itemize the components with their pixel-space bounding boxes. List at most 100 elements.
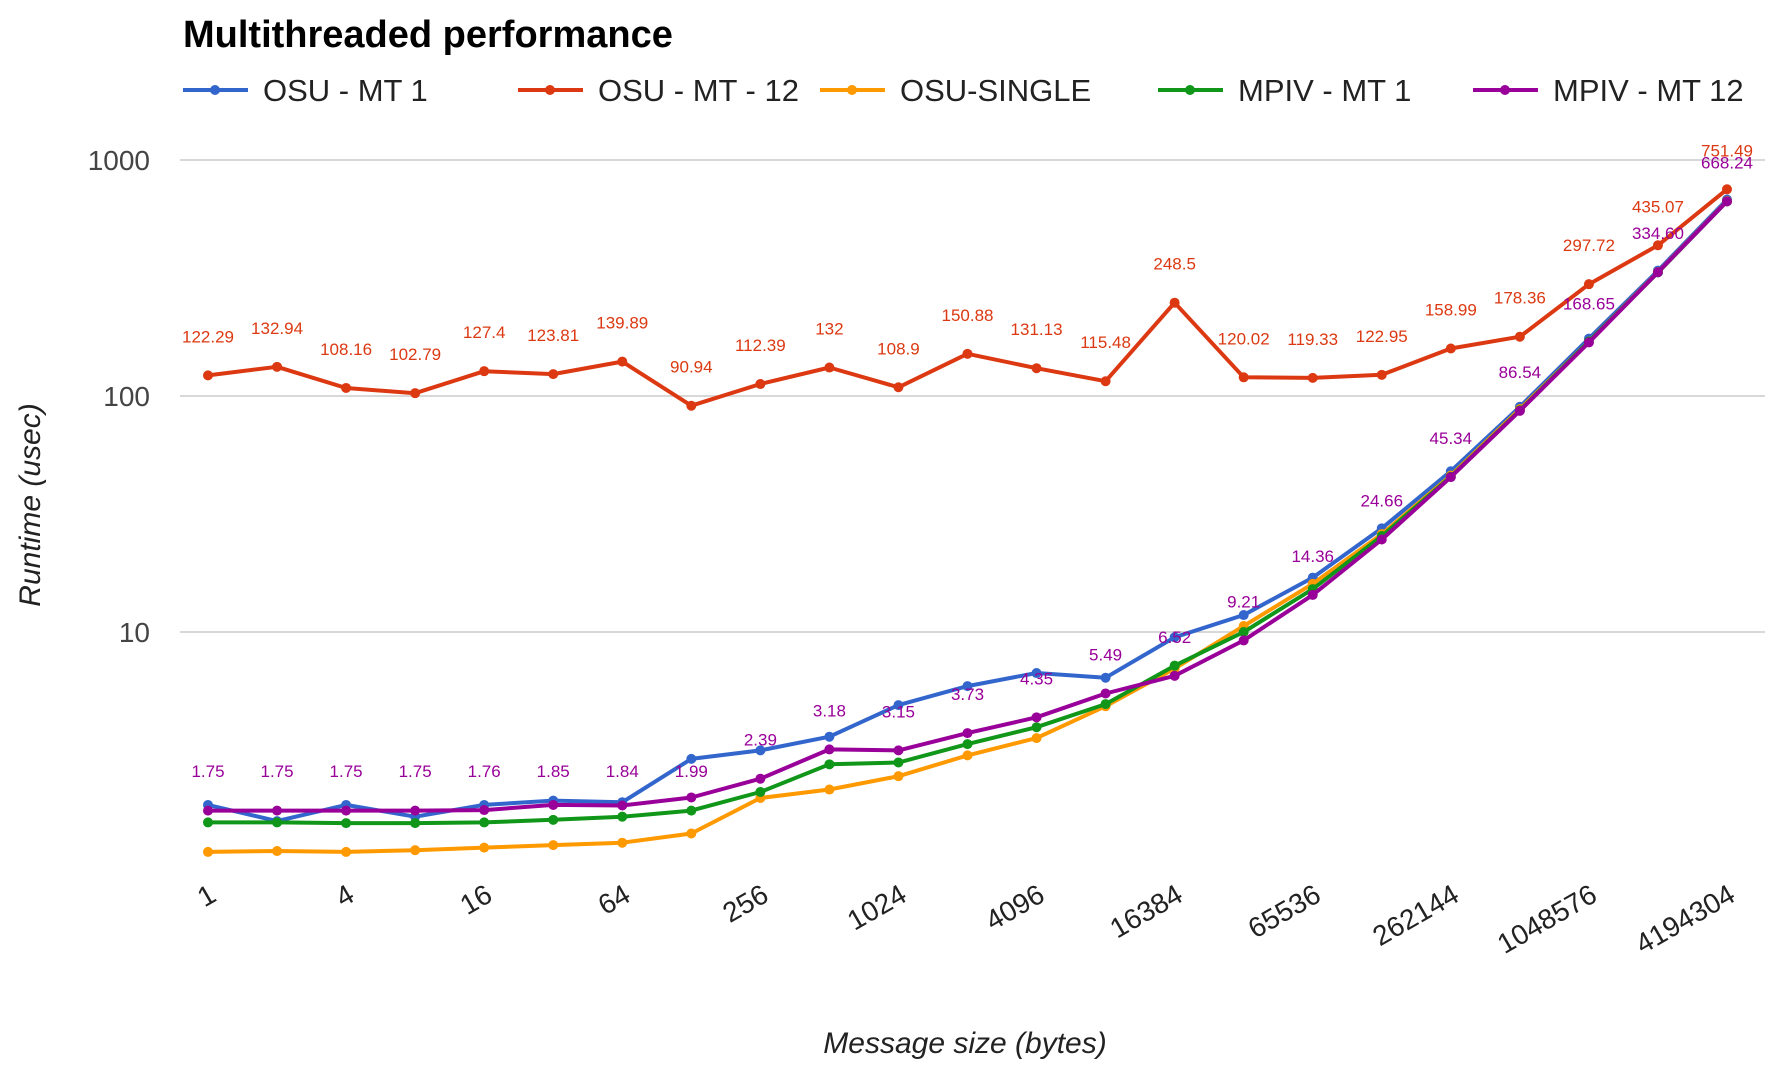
data-point [824,744,835,755]
data-point [410,805,421,816]
data-point [410,388,421,399]
data-label: 1.75 [399,762,432,781]
data-point [1169,670,1180,681]
data-point [410,818,421,829]
x-tick-label: 1024 [842,878,911,936]
data-point [893,757,904,768]
data-label: 668.24 [1701,153,1753,172]
legend-label: MPIV - MT 1 [1238,73,1411,108]
data-label: 127.4 [463,323,506,342]
data-label: 119.33 [1287,330,1338,349]
data-label: 158.99 [1425,300,1477,319]
data-point [272,817,283,828]
x-axis: 1 4 16 64 256 1024 4096 16384 65536 262144 1048576… [192,878,1740,959]
data-label: 120.02 [1218,329,1270,348]
data-point [272,846,283,857]
data-label: 1.76 [468,762,501,781]
data-point [548,840,559,851]
data-point [755,773,766,784]
data-label: 122.95 [1356,327,1408,346]
data-label: 178.36 [1494,289,1546,308]
data-point [1583,337,1594,348]
data-point [686,400,697,411]
data-point [1376,534,1387,545]
data-point [1100,688,1111,699]
data-point [1238,635,1249,646]
data-labels: 122.29 132.94 108.16 102.79 127.4 123.81 139.8… [182,141,1753,781]
data-point [479,805,490,816]
y-axis: 10 100 1000 [88,145,150,648]
data-point [617,356,628,367]
x-tick-label: 4 [330,878,359,913]
data-label: 1.75 [191,762,224,781]
data-label: 24.66 [1360,491,1403,510]
data-point [1031,733,1042,744]
x-tick-label: 16 [455,878,497,920]
data-point [755,745,766,756]
data-label: 150.88 [942,306,994,325]
data-point [962,750,973,761]
data-point [203,817,213,828]
data-point [341,805,352,816]
data-point [1445,343,1456,354]
y-axis-title: Runtime (usec) [14,403,47,606]
legend-label: OSU - MT 1 [263,73,428,108]
data-label: 139.89 [596,314,648,333]
data-point [1169,297,1180,308]
data-label: 132.94 [251,319,303,338]
x-tick-label: 4194304 [1630,878,1740,959]
data-label: 5.49 [1089,645,1122,664]
data-label: 168.65 [1563,294,1615,313]
data-point [410,845,421,856]
data-point [617,837,628,848]
legend-marker [1185,85,1195,95]
data-point [1238,627,1249,637]
plot-area [203,184,1732,857]
data-point [548,814,559,825]
series [203,196,1732,816]
data-point [1445,472,1456,483]
data-point [1514,405,1525,416]
data-label: 334.60 [1632,224,1684,243]
x-tick-label: 256 [717,878,773,928]
data-point [548,799,559,810]
data-label: 112.39 [735,336,786,355]
data-point [1100,376,1111,387]
data-label: 131.13 [1011,320,1063,339]
x-axis-title: Message size (bytes) [823,1027,1106,1060]
data-point [1583,279,1594,290]
data-point [824,362,835,373]
data-label: 90.94 [670,358,713,377]
data-point [1722,196,1732,207]
data-point [686,805,697,816]
data-point [1307,372,1318,383]
data-point [341,818,352,829]
data-label: 3.18 [813,701,846,720]
data-point [755,786,766,797]
data-point [686,753,697,764]
data-point [1652,240,1663,251]
data-label: 108.16 [320,340,372,359]
data-label: 2.39 [744,731,777,750]
data-label: 751.49 [1701,141,1753,160]
data-label: 1.85 [537,762,570,781]
legend-marker [1500,85,1510,95]
data-point [203,805,213,816]
data-label: 108.9 [877,339,920,358]
legend-label: OSU-SINGLE [900,73,1091,108]
data-point [962,681,973,692]
data-point [824,784,835,795]
data-label: 1.75 [330,762,363,781]
data-point [824,731,835,742]
data-point [617,811,628,822]
data-point [1238,610,1249,621]
x-tick-label: 262144 [1367,878,1463,952]
data-label: 1.84 [606,762,639,781]
data-point [893,700,904,711]
data-label: 3.15 [882,702,915,721]
data-point [1169,632,1180,643]
legend-label: OSU - MT - 12 [598,73,799,108]
data-point [686,792,697,803]
data-point [203,846,213,857]
data-point [962,348,973,359]
